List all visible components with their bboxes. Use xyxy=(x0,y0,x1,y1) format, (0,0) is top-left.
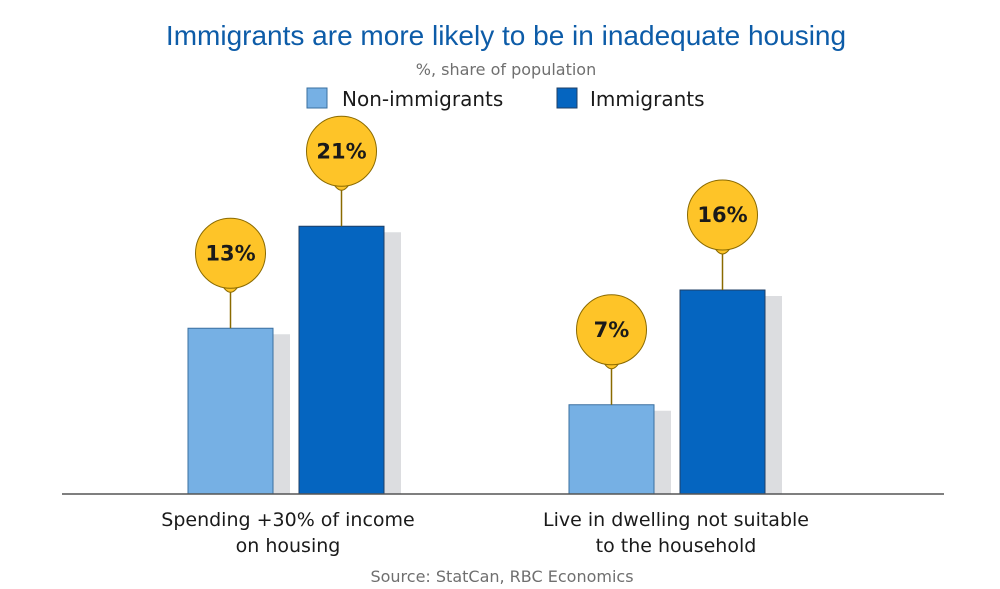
category-labels: Spending +30% of income on housing Live … xyxy=(161,509,809,557)
category-label-0-line-2: on housing xyxy=(236,535,341,557)
category-label-1-line-2: to the household xyxy=(596,535,757,557)
legend-swatch-immigrants xyxy=(556,87,578,109)
value-label-series-0-cat-1: 7% xyxy=(594,318,630,342)
value-callout-series-0-cat-0: 13% xyxy=(195,217,266,329)
callout-circle-series-0-cat-1 xyxy=(576,294,647,366)
chart-subtitle: %, share of population xyxy=(416,60,596,79)
callout-circle-series-1-cat-1 xyxy=(687,179,758,251)
value-callout-series-0-cat-1: 7% xyxy=(576,294,647,405)
value-callout-series-1-cat-1: 16% xyxy=(687,179,758,290)
category-label-0-line-1: Spending +30% of income xyxy=(161,509,414,531)
chart-title: Immigrants are more likely to be in inad… xyxy=(166,20,846,51)
bar-series-0-cat-0 xyxy=(187,327,274,495)
category-label-1-line-1: Live in dwelling not suitable xyxy=(543,509,809,531)
bar-series-1-cat-1 xyxy=(679,289,766,495)
callout-circle-series-0-cat-0 xyxy=(195,217,266,289)
value-label-series-1-cat-1: 16% xyxy=(697,203,747,227)
bubbles-layer: 13% 7% 21% 16% xyxy=(195,115,758,405)
legend: Non-immigrants Immigrants xyxy=(306,87,705,111)
legend-label-non-immigrants: Non-immigrants xyxy=(342,87,503,111)
legend-swatch-non-immigrants xyxy=(306,87,328,109)
bars-layer xyxy=(187,225,782,495)
value-label-series-1-cat-0: 21% xyxy=(316,139,366,163)
legend-label-immigrants: Immigrants xyxy=(590,87,705,111)
source-note: Source: StatCan, RBC Economics xyxy=(370,567,633,586)
value-label-series-0-cat-0: 13% xyxy=(205,241,255,265)
callout-circle-series-1-cat-0 xyxy=(306,115,377,187)
bar-series-0-cat-1 xyxy=(568,404,655,495)
bar-series-1-cat-0 xyxy=(298,225,385,495)
value-callout-series-1-cat-0: 21% xyxy=(306,115,377,227)
